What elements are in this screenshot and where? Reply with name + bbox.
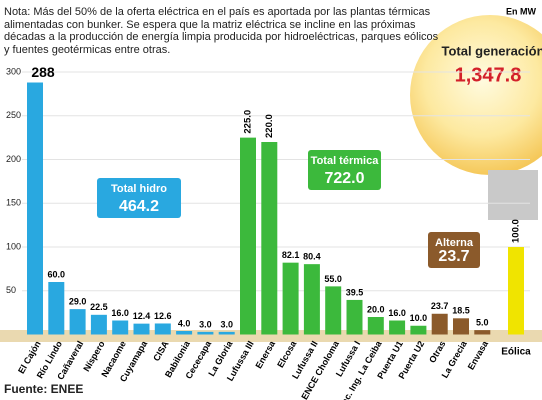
bar	[27, 82, 43, 335]
value-label: 288	[31, 64, 55, 80]
x-tick-label: Otras	[427, 339, 447, 364]
y-tick-label: 150	[6, 198, 21, 208]
value-label: 20.0	[367, 304, 385, 314]
value-label: 18.5	[452, 306, 470, 316]
bulb-decoration	[410, 15, 542, 175]
total-box-label: Alterna	[435, 237, 474, 249]
bar	[367, 317, 384, 335]
bar	[133, 323, 150, 335]
bar	[218, 331, 235, 335]
y-tick-label: 250	[6, 110, 21, 120]
bar	[474, 330, 491, 335]
value-label: 10.0	[410, 313, 428, 323]
bar	[303, 264, 320, 335]
value-label: 12.6	[154, 311, 172, 321]
bar	[389, 320, 406, 335]
value-label: 60.0	[48, 269, 66, 279]
y-tick-label: 200	[6, 154, 21, 164]
value-label: 22.5	[90, 302, 108, 312]
bar	[154, 323, 171, 335]
value-label: 5.0	[476, 318, 489, 328]
total-box	[428, 232, 480, 268]
y-tick-label: 100	[6, 241, 21, 251]
total-box-label: Total hidro	[111, 183, 167, 195]
unit: En MW	[506, 6, 536, 16]
bar	[176, 331, 193, 335]
total-box	[97, 178, 181, 218]
x-tick-label: CISA	[151, 339, 171, 363]
bar	[90, 314, 107, 335]
value-label: 55.0	[324, 274, 342, 284]
x-tick-label: Eólica	[501, 347, 531, 358]
bar	[325, 286, 342, 335]
source: Fuente: ENEE	[4, 382, 83, 396]
value-label: 16.0	[111, 308, 129, 318]
bulb-base	[488, 170, 538, 220]
value-label: 220.0	[264, 114, 275, 138]
value-label: 29.0	[69, 297, 87, 307]
x-tick-label: Enersa	[253, 338, 277, 370]
total-value: 1,347.8	[455, 64, 522, 86]
bar	[431, 313, 448, 335]
value-label: 225.0	[243, 110, 254, 134]
bar	[48, 282, 65, 335]
bar	[410, 325, 427, 335]
total-box	[308, 150, 381, 190]
total-box-value: 23.7	[438, 248, 469, 265]
bar	[240, 137, 256, 335]
value-label: 12.4	[133, 311, 151, 321]
bar	[197, 331, 214, 335]
total-box-value: 464.2	[119, 198, 159, 215]
bar	[69, 309, 86, 335]
y-tick-label: 50	[6, 285, 16, 295]
total-box-label: Total térmica	[311, 155, 380, 167]
x-tick-label: Envasa	[466, 338, 491, 371]
bar	[282, 262, 299, 335]
value-label: 80.4	[303, 252, 321, 262]
bar	[508, 247, 524, 335]
bar	[346, 299, 363, 335]
value-label: 100.0	[511, 219, 522, 243]
total-box-value: 722.0	[324, 170, 364, 187]
value-label: 3.0	[199, 319, 212, 329]
total-label: Total generación	[441, 43, 542, 58]
bar	[112, 320, 129, 335]
note: Nota: Más del 50% de la oferta eléctrica…	[4, 6, 439, 56]
y-tick-label: 300	[6, 66, 21, 76]
value-label: 4.0	[178, 318, 191, 328]
value-label: 3.0	[220, 319, 233, 329]
value-label: 82.1	[282, 250, 300, 260]
bar	[261, 142, 278, 335]
value-label: 39.5	[346, 287, 364, 297]
value-label: 23.7	[431, 301, 449, 311]
bar	[453, 318, 469, 335]
value-label: 16.0	[388, 308, 406, 318]
